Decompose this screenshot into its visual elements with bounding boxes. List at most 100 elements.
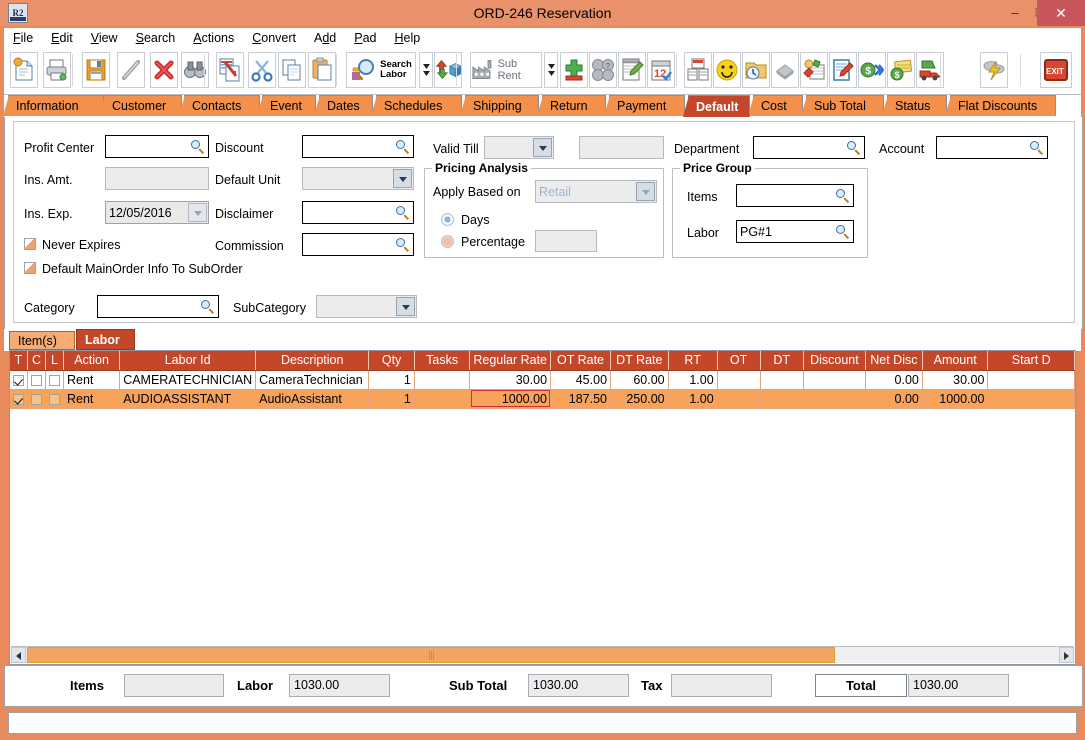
menu-item-help[interactable]: Help bbox=[394, 31, 421, 45]
search-icon[interactable] bbox=[835, 224, 850, 239]
reports-icon[interactable] bbox=[684, 52, 712, 88]
column-header-dt[interactable]: DT bbox=[760, 351, 804, 371]
edit-document-arrow-icon[interactable] bbox=[216, 52, 244, 88]
cell-t[interactable] bbox=[10, 370, 28, 390]
column-header-regular-rate[interactable]: Regular Rate bbox=[469, 351, 552, 371]
cell-start-d[interactable] bbox=[987, 389, 1075, 409]
menu-item-convert[interactable]: Convert bbox=[252, 31, 296, 45]
scrollbar-thumb[interactable] bbox=[27, 647, 835, 663]
notes-edit-icon[interactable] bbox=[618, 52, 646, 88]
category-input[interactable] bbox=[98, 296, 218, 317]
category-field[interactable] bbox=[97, 295, 219, 318]
profit-center-field[interactable] bbox=[105, 135, 209, 158]
column-header-discount[interactable]: Discount bbox=[803, 351, 866, 371]
default-unit-input[interactable] bbox=[303, 168, 413, 189]
close-button[interactable]: ✕ bbox=[1037, 0, 1085, 26]
cell-description[interactable]: AudioAssistant bbox=[255, 389, 370, 409]
apply-based-on-input[interactable] bbox=[536, 181, 656, 202]
cell-ot-rate[interactable]: 45.00 bbox=[550, 370, 612, 390]
column-header-start-d[interactable]: Start D bbox=[987, 351, 1075, 371]
cell-dt[interactable] bbox=[760, 370, 804, 390]
cell-net-disc[interactable]: 0.00 bbox=[865, 370, 923, 390]
chevron-down-icon[interactable] bbox=[393, 169, 412, 188]
cell-regular-rate[interactable]: 30.00 bbox=[469, 370, 552, 390]
menu-item-add[interactable]: Add bbox=[314, 31, 337, 45]
subcategory-field[interactable] bbox=[316, 295, 417, 318]
account-field[interactable] bbox=[936, 136, 1048, 159]
row-checkbox-c[interactable] bbox=[31, 393, 42, 405]
tab-event[interactable]: Event bbox=[257, 95, 316, 116]
cell-action[interactable]: Rent bbox=[63, 389, 121, 409]
cut-scissors-icon[interactable] bbox=[248, 52, 276, 88]
cell-t[interactable] bbox=[10, 389, 28, 409]
column-header-l[interactable]: L bbox=[45, 351, 64, 371]
search-icon[interactable] bbox=[200, 299, 215, 314]
cell-net-disc[interactable]: 0.00 bbox=[865, 389, 923, 409]
gray-shape-icon[interactable] bbox=[771, 52, 799, 88]
column-header-description[interactable]: Description bbox=[255, 351, 370, 371]
chevron-down-icon[interactable] bbox=[396, 297, 415, 316]
chevron-down-icon[interactable] bbox=[636, 182, 655, 201]
sub-rent-dropdown-icon[interactable] bbox=[544, 52, 558, 88]
cell-regular-rate[interactable]: 1000.00 bbox=[469, 389, 552, 409]
cell-c[interactable] bbox=[27, 370, 46, 390]
availability-icon[interactable]: ? bbox=[589, 52, 617, 88]
cell-qty[interactable]: 1 bbox=[368, 370, 415, 390]
price-group-labor-field[interactable] bbox=[736, 220, 854, 243]
chevron-down-icon[interactable] bbox=[533, 138, 552, 157]
tab-flat-discounts[interactable]: Flat Discounts bbox=[945, 95, 1056, 116]
percentage-field[interactable] bbox=[535, 230, 597, 252]
tab-customer[interactable]: Customer bbox=[99, 95, 182, 116]
row-checkbox-t[interactable] bbox=[13, 374, 24, 386]
subtab-labor[interactable]: Labor bbox=[76, 329, 135, 350]
column-header-qty[interactable]: Qty bbox=[368, 351, 415, 371]
cell-amount[interactable]: 1000.00 bbox=[922, 389, 989, 409]
row-checkbox-l[interactable] bbox=[49, 374, 60, 386]
cell-dt-rate[interactable]: 250.00 bbox=[610, 389, 669, 409]
apply-based-on-field[interactable] bbox=[535, 180, 657, 203]
cell-dt-rate[interactable]: 60.00 bbox=[610, 370, 669, 390]
delivery-truck-icon[interactable] bbox=[916, 52, 944, 88]
search-icon[interactable] bbox=[395, 139, 410, 154]
cell-ot-rate[interactable]: 187.50 bbox=[550, 389, 612, 409]
minimize-button[interactable]: – bbox=[1011, 5, 1019, 20]
valid-till-secondary-field[interactable] bbox=[579, 136, 664, 159]
cell-dt[interactable] bbox=[760, 389, 804, 409]
account-input[interactable] bbox=[937, 137, 1047, 158]
cell-rt[interactable]: 1.00 bbox=[668, 370, 718, 390]
ins-exp-field[interactable] bbox=[105, 201, 209, 224]
calendar-icon[interactable]: 12 bbox=[647, 52, 675, 88]
department-input[interactable] bbox=[754, 137, 864, 158]
disclaimer-input[interactable] bbox=[303, 202, 413, 223]
discount-field[interactable] bbox=[302, 135, 414, 158]
cell-discount[interactable] bbox=[803, 370, 866, 390]
commission-field[interactable] bbox=[302, 233, 414, 256]
column-header-ot[interactable]: OT bbox=[717, 351, 761, 371]
labor-grid[interactable]: T C L Action Labor Id Description Qty Tasks Regu… bbox=[10, 351, 1075, 646]
tab-status[interactable]: Status bbox=[882, 95, 947, 116]
column-header-c[interactable]: C bbox=[27, 351, 46, 371]
default-mainorder-checkbox[interactable] bbox=[24, 262, 36, 274]
days-radio[interactable] bbox=[441, 213, 454, 226]
horizontal-scrollbar[interactable] bbox=[11, 646, 1074, 663]
tab-information[interactable]: Information bbox=[3, 95, 104, 116]
delete-red-x-icon[interactable] bbox=[150, 52, 178, 88]
row-checkbox-c[interactable] bbox=[31, 374, 42, 386]
total-button[interactable]: Total bbox=[815, 674, 907, 697]
search-icon[interactable] bbox=[846, 140, 861, 155]
menu-item-edit[interactable]: Edit bbox=[51, 31, 73, 45]
signature-pad-icon[interactable] bbox=[829, 52, 857, 88]
cell-tasks[interactable] bbox=[414, 370, 471, 390]
folder-history-icon[interactable] bbox=[742, 52, 770, 88]
scroll-right-arrow-icon[interactable] bbox=[1059, 647, 1074, 663]
cell-tasks[interactable] bbox=[414, 389, 471, 409]
cell-qty[interactable]: 1 bbox=[368, 389, 415, 409]
column-header-dt-rate[interactable]: DT Rate bbox=[610, 351, 669, 371]
scroll-left-arrow-icon[interactable] bbox=[11, 647, 26, 663]
menu-item-pad[interactable]: Pad bbox=[354, 31, 377, 45]
menu-item-search[interactable]: Search bbox=[135, 31, 176, 45]
search-icon[interactable] bbox=[395, 237, 410, 252]
cell-discount[interactable] bbox=[803, 389, 866, 409]
exit-icon[interactable]: EXIT bbox=[1040, 52, 1072, 88]
row-checkbox-t[interactable] bbox=[13, 393, 24, 405]
